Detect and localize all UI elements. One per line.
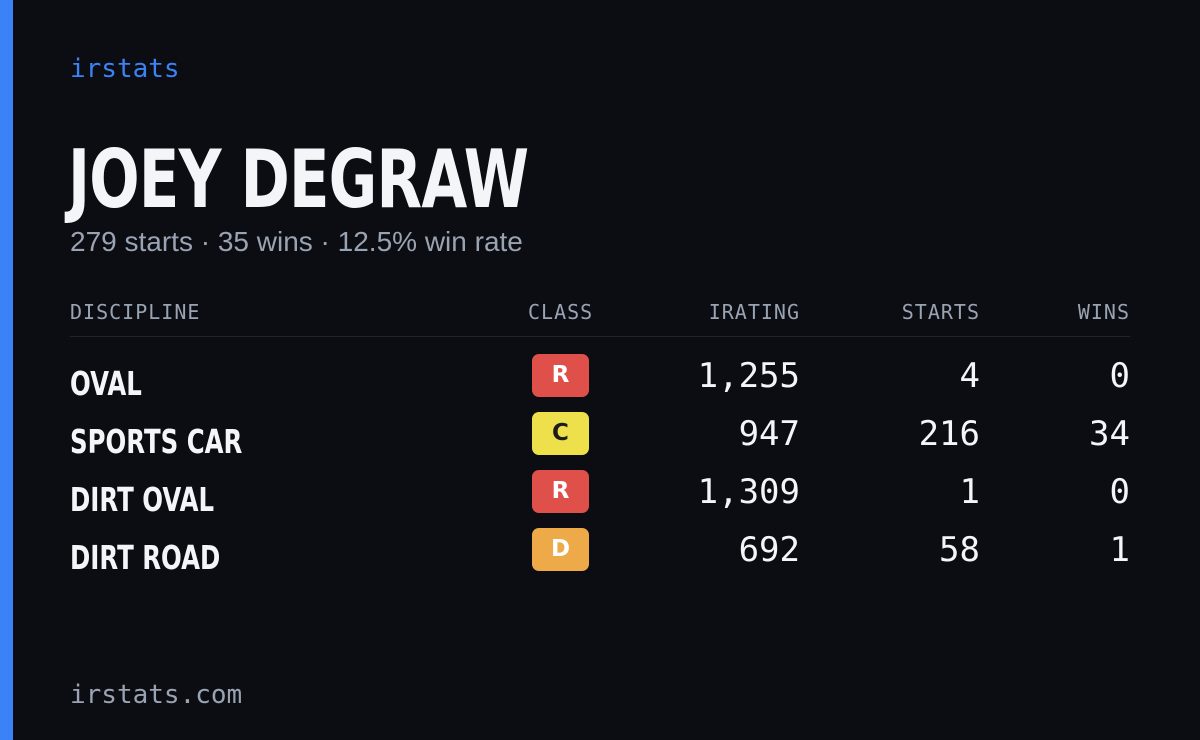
irating-value: 947 <box>738 414 800 454</box>
footer-domain: irstats.com <box>70 680 243 710</box>
header-starts: STARTS <box>901 300 980 324</box>
class-badge: R <box>532 354 589 397</box>
wins-value: 1 <box>1109 530 1130 570</box>
driver-name: JOEY DEGRAW <box>68 133 529 226</box>
class-badge: D <box>532 528 589 571</box>
table-row: SPORTS CAR C 947 216 34 <box>0 412 1200 470</box>
irating-value: 1,309 <box>697 472 800 512</box>
table-row: OVAL R 1,255 4 0 <box>0 354 1200 412</box>
wins-value: 34 <box>1089 414 1130 454</box>
table-row: DIRT OVAL R 1,309 1 0 <box>0 470 1200 528</box>
irating-value: 692 <box>738 530 800 570</box>
brand-logo-text: irstats <box>70 54 180 84</box>
driver-summary: 279 starts · 35 wins · 12.5% win rate <box>70 226 523 257</box>
starts-value: 58 <box>939 530 980 570</box>
starts-value: 216 <box>918 414 980 454</box>
class-badge: C <box>532 412 589 455</box>
header-wins: WINS <box>1077 300 1130 324</box>
accent-bar <box>0 0 13 740</box>
class-badge: R <box>532 470 589 513</box>
header-irating: IRATING <box>708 300 800 324</box>
irating-value: 1,255 <box>697 356 800 396</box>
header-divider <box>70 336 1130 337</box>
wins-value: 0 <box>1109 472 1130 512</box>
wins-value: 0 <box>1109 356 1130 396</box>
discipline-name: SPORTS CAR <box>70 422 243 461</box>
table-row: DIRT ROAD D 692 58 1 <box>0 528 1200 586</box>
header-discipline: DISCIPLINE <box>70 300 201 324</box>
discipline-name: DIRT OVAL <box>70 480 215 519</box>
header-class: CLASS <box>528 300 594 324</box>
starts-value: 4 <box>959 356 980 396</box>
starts-value: 1 <box>959 472 980 512</box>
discipline-name: OVAL <box>70 364 142 403</box>
discipline-name: DIRT ROAD <box>70 538 221 577</box>
